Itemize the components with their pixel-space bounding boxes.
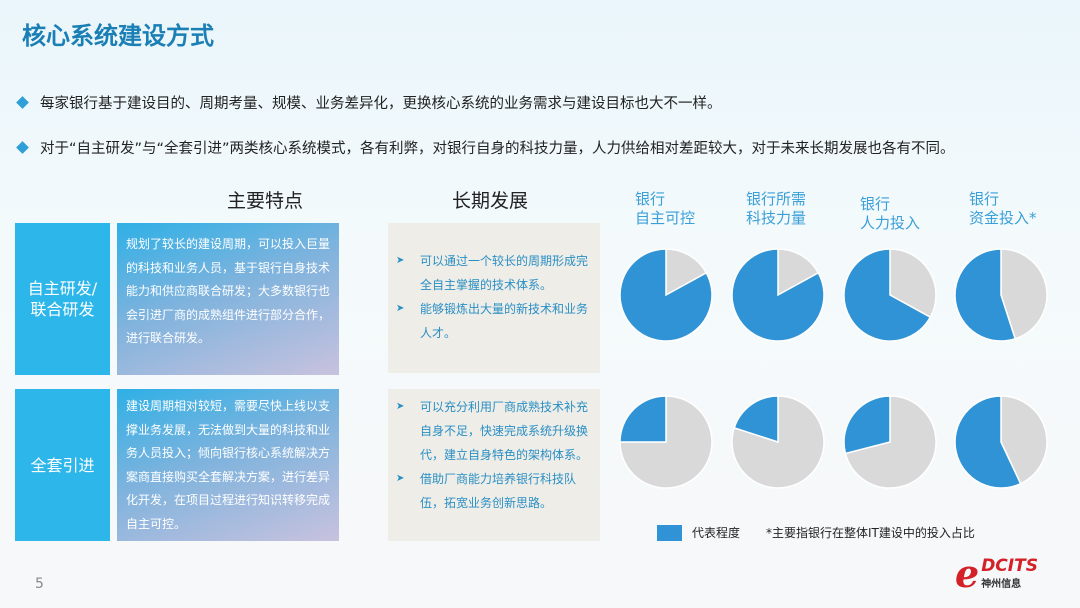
arrow-bullet-icon: ➤ — [396, 255, 405, 266]
features-full-import: 建设周期相对较短，需要尽快上线以支撑业务发展，无法做到大量的科技和业务人员投入；… — [117, 389, 339, 541]
pie-slice-value — [843, 395, 891, 455]
column-header-features: 主要特点 — [227, 190, 304, 212]
pie-category-title: 银行所需 科技力量 — [746, 190, 807, 227]
pie-slice-value — [733, 395, 779, 444]
footnote: *主要指银行在整体IT建设中的投入占比 — [766, 526, 975, 540]
pie-slice-value — [954, 395, 1022, 489]
pie-slice-rest — [777, 248, 820, 297]
pie-slice-value — [619, 248, 713, 342]
bullet-text: 对于“自主研发”与“全套引进”两类核心系统模式，各有利弊，对银行自身的科技力量，… — [40, 141, 955, 157]
pie-slice-value — [619, 395, 667, 443]
pie-slice-value — [843, 248, 932, 342]
bullet-1: 每家银行基于建设目的、周期考量、规模、业务差异化，更换核心系统的业务需求与建设目… — [16, 92, 722, 113]
column-header-development: 长期发展 — [452, 190, 529, 212]
pie-slice-rest — [665, 248, 708, 297]
development-item: ➤ 借助厂商能力培养银行科技队伍，拓宽业务创新思路。 — [396, 467, 592, 515]
chart-legend: 代表程度 *主要指银行在整体IT建设中的投入占比 — [657, 524, 975, 541]
logo-e-icon: e — [955, 551, 980, 596]
arrow-bullet-icon: ➤ — [396, 473, 405, 484]
legend-label: 代表程度 — [692, 526, 741, 540]
bullet-2: 对于“自主研发”与“全套引进”两类核心系统模式，各有利弊，对银行自身的科技力量，… — [16, 137, 955, 158]
arrow-bullet-icon: ➤ — [396, 401, 405, 412]
pie-slice-rest — [1000, 395, 1048, 485]
development-full-import: ➤ 可以充分利用厂商成熟技术补充自身不足，快速完成系统升级换代，建立自身特色的架构… — [388, 389, 600, 541]
pie-slice-value — [731, 248, 825, 342]
development-item: ➤ 能够锻炼出大量的新技术和业务人才。 — [396, 297, 592, 345]
row-label-full-import: 全套引进 — [15, 389, 110, 541]
pie-slice-value — [954, 248, 1017, 342]
pie-category-title: 银行 资金投入* — [969, 190, 1037, 227]
pie-slice-rest — [1000, 248, 1048, 340]
development-self-dev: ➤ 可以通过一个较长的周期形成完全自主掌握的技术体系。 ➤ 能够锻炼出大量的新技术和… — [388, 223, 600, 373]
page-number: 5 — [35, 576, 44, 592]
pie-slice-rest — [889, 248, 937, 319]
legend-swatch — [657, 524, 682, 541]
development-item: ➤ 可以充分利用厂商成熟技术补充自身不足，快速完成系统升级换代，建立自身特色的架构… — [396, 395, 592, 467]
features-self-dev: 规划了较长的建设周期，可以投入巨量的科技和业务人员，基于银行自身技术能力和供应商… — [117, 223, 339, 375]
pie-category-title: 银行 自主可控 — [635, 190, 696, 227]
page-title: 核心系统建设方式 — [22, 22, 214, 50]
dcits-logo: e DCITS 神州信息 — [955, 551, 1038, 596]
arrow-bullet-icon: ➤ — [396, 303, 405, 314]
row-label-self-dev: 自主研发/联合研发 — [15, 223, 110, 375]
development-item: ➤ 可以通过一个较长的周期形成完全自主掌握的技术体系。 — [396, 249, 592, 297]
pie-category-title: 银行 人力投入 — [860, 195, 921, 232]
bullet-text: 每家银行基于建设目的、周期考量、规模、业务差异化，更换核心系统的业务需求与建设目… — [40, 96, 722, 112]
